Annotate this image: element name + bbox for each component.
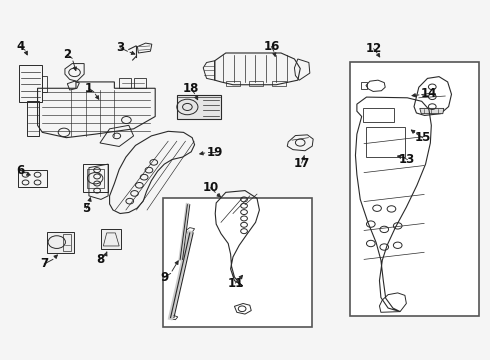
Bar <box>361 82 367 89</box>
Text: 11: 11 <box>227 276 244 289</box>
Text: 1: 1 <box>85 82 93 95</box>
Text: 19: 19 <box>207 146 223 159</box>
Text: 18: 18 <box>183 82 199 95</box>
Bar <box>101 229 121 249</box>
Text: 8: 8 <box>96 253 104 266</box>
Bar <box>367 127 405 157</box>
Text: 2: 2 <box>63 48 72 61</box>
Polygon shape <box>420 108 444 114</box>
Text: 6: 6 <box>16 164 24 177</box>
Bar <box>163 198 312 328</box>
Bar <box>47 231 74 253</box>
Bar <box>83 164 108 192</box>
Bar <box>363 108 394 122</box>
Text: 14: 14 <box>420 87 437 100</box>
Text: 13: 13 <box>399 153 416 166</box>
Text: 3: 3 <box>116 41 124 54</box>
Text: 17: 17 <box>294 157 310 170</box>
Bar <box>87 169 104 188</box>
Text: 7: 7 <box>40 257 49 270</box>
Bar <box>119 78 131 88</box>
Text: 16: 16 <box>263 40 280 53</box>
Bar <box>177 95 221 119</box>
Bar <box>249 81 263 86</box>
Text: 9: 9 <box>160 270 169 284</box>
Text: 10: 10 <box>202 181 219 194</box>
Bar <box>18 170 47 187</box>
Text: 4: 4 <box>16 40 24 53</box>
Bar <box>350 62 479 316</box>
Bar <box>226 81 240 86</box>
Bar <box>134 78 146 88</box>
Bar <box>64 234 71 251</box>
Text: 15: 15 <box>415 131 431 144</box>
Text: 12: 12 <box>366 42 382 55</box>
Bar <box>19 66 42 102</box>
Bar <box>27 101 39 136</box>
Bar <box>42 76 47 92</box>
Bar <box>272 81 286 86</box>
Text: 5: 5 <box>82 202 91 215</box>
